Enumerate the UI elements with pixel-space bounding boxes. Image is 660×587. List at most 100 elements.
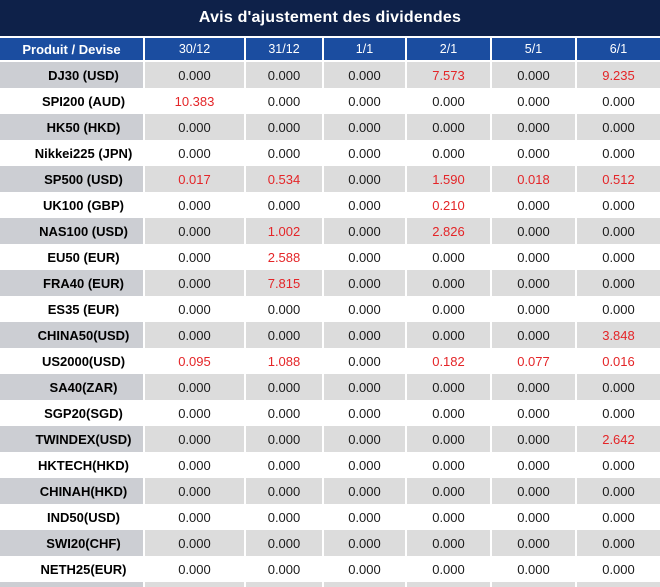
product-cell: US2000(USD) xyxy=(0,348,143,374)
table-row: IND50(USD) 0.000 0.000 0.000 0.000 0.000 0.000 xyxy=(0,504,660,530)
table-row: FRA40 (EUR) 0.000 7.815 0.000 0.000 0.000 0.00… xyxy=(0,270,660,296)
table-row: ES35 (EUR) 0.000 0.000 0.000 0.000 0.000 0.000 xyxy=(0,296,660,322)
table-body: DJ30 (USD) 0.000 0.000 0.000 7.573 0.000 9.235… xyxy=(0,62,660,582)
product-cell: SGP20(SGD) xyxy=(0,400,143,426)
column-header-date: 2/1 xyxy=(405,38,490,60)
value-cell: 0.000 xyxy=(143,244,244,270)
value-cell: 0.000 xyxy=(490,374,575,400)
value-cell: 0.000 xyxy=(322,400,405,426)
value-cell: 0.000 xyxy=(575,88,660,114)
value-cell: 0.000 xyxy=(405,296,490,322)
value-cell: 0.000 xyxy=(490,192,575,218)
value-cell: 0.000 xyxy=(405,322,490,348)
value-cell: 0.000 xyxy=(405,140,490,166)
value-cell: 0.000 xyxy=(575,218,660,244)
value-cell: 0.095 xyxy=(143,348,244,374)
value-cell: 0.000 xyxy=(322,530,405,556)
value-cell: 0.000 xyxy=(244,374,322,400)
value-cell: 0.000 xyxy=(143,270,244,296)
value-cell: 0.000 xyxy=(143,192,244,218)
column-header-date: 31/12 xyxy=(244,38,322,60)
value-cell: 0.000 xyxy=(143,296,244,322)
product-cell: IND50(USD) xyxy=(0,504,143,530)
value-cell: 0.000 xyxy=(244,192,322,218)
value-cell: 0.000 xyxy=(143,322,244,348)
value-cell: 0.000 xyxy=(322,426,405,452)
value-cell: 7.815 xyxy=(244,270,322,296)
value-cell: 0.000 xyxy=(322,504,405,530)
value-cell: 0.000 xyxy=(322,166,405,192)
partial-value-cell xyxy=(575,582,660,587)
value-cell: 0.000 xyxy=(405,556,490,582)
value-cell: 2.826 xyxy=(405,218,490,244)
value-cell: 0.000 xyxy=(575,452,660,478)
value-cell: 0.000 xyxy=(490,504,575,530)
value-cell: 0.000 xyxy=(143,504,244,530)
value-cell: 0.000 xyxy=(490,400,575,426)
value-cell: 0.000 xyxy=(405,400,490,426)
value-cell: 0.018 xyxy=(490,166,575,192)
table-row: SP500 (USD) 0.017 0.534 0.000 1.590 0.018 0.51… xyxy=(0,166,660,192)
value-cell: 9.235 xyxy=(575,62,660,88)
value-cell: 0.000 xyxy=(575,296,660,322)
value-cell: 0.077 xyxy=(490,348,575,374)
value-cell: 0.000 xyxy=(575,192,660,218)
value-cell: 0.000 xyxy=(244,88,322,114)
value-cell: 0.000 xyxy=(490,62,575,88)
value-cell: 0.000 xyxy=(244,322,322,348)
column-header-date: 6/1 xyxy=(575,38,660,60)
value-cell: 0.000 xyxy=(490,296,575,322)
value-cell: 1.088 xyxy=(244,348,322,374)
value-cell: 0.000 xyxy=(322,62,405,88)
value-cell: 0.000 xyxy=(575,114,660,140)
product-cell: SWI20(CHF) xyxy=(0,530,143,556)
value-cell: 0.000 xyxy=(244,478,322,504)
value-cell: 0.000 xyxy=(244,452,322,478)
value-cell: 0.000 xyxy=(143,114,244,140)
value-cell: 0.000 xyxy=(244,114,322,140)
product-cell: FRA40 (EUR) xyxy=(0,270,143,296)
table-row: SA40(ZAR) 0.000 0.000 0.000 0.000 0.000 0.000 xyxy=(0,374,660,400)
value-cell: 0.000 xyxy=(575,374,660,400)
table-row: NAS100 (USD) 0.000 1.002 0.000 2.826 0.000 0.0… xyxy=(0,218,660,244)
value-cell: 0.000 xyxy=(143,62,244,88)
value-cell: 0.534 xyxy=(244,166,322,192)
value-cell: 0.000 xyxy=(490,530,575,556)
value-cell: 0.000 xyxy=(244,426,322,452)
value-cell: 0.000 xyxy=(322,244,405,270)
product-cell: NETH25(EUR) xyxy=(0,556,143,582)
value-cell: 0.000 xyxy=(322,374,405,400)
table-row: NETH25(EUR) 0.000 0.000 0.000 0.000 0.000 0.00… xyxy=(0,556,660,582)
value-cell: 0.000 xyxy=(405,452,490,478)
page-title: Avis d'ajustement des dividendes xyxy=(0,0,660,38)
value-cell: 0.000 xyxy=(490,114,575,140)
value-cell: 0.016 xyxy=(575,348,660,374)
partial-value-cell xyxy=(244,582,322,587)
table-row: CHINAH(HKD) 0.000 0.000 0.000 0.000 0.000 0.00… xyxy=(0,478,660,504)
product-cell: CHINA50(USD) xyxy=(0,322,143,348)
value-cell: 0.000 xyxy=(322,88,405,114)
value-cell: 0.000 xyxy=(405,530,490,556)
value-cell: 0.182 xyxy=(405,348,490,374)
value-cell: 0.000 xyxy=(322,452,405,478)
value-cell: 0.000 xyxy=(490,322,575,348)
product-cell: SA40(ZAR) xyxy=(0,374,143,400)
value-cell: 0.000 xyxy=(322,478,405,504)
value-cell: 0.000 xyxy=(405,478,490,504)
value-cell: 0.512 xyxy=(575,166,660,192)
value-cell: 0.000 xyxy=(322,218,405,244)
table-header-row: Produit / Devise 30/12 31/12 1/1 2/1 5/1… xyxy=(0,38,660,62)
partial-value-cell xyxy=(322,582,405,587)
value-cell: 2.642 xyxy=(575,426,660,452)
value-cell: 0.000 xyxy=(143,556,244,582)
value-cell: 0.000 xyxy=(143,478,244,504)
value-cell: 0.000 xyxy=(322,296,405,322)
value-cell: 0.000 xyxy=(405,270,490,296)
table-row: US2000(USD) 0.095 1.088 0.000 0.182 0.077 0.01… xyxy=(0,348,660,374)
partial-next-row xyxy=(0,582,660,587)
value-cell: 0.000 xyxy=(322,322,405,348)
value-cell: 0.000 xyxy=(575,270,660,296)
column-header-date: 5/1 xyxy=(490,38,575,60)
value-cell: 0.000 xyxy=(143,400,244,426)
